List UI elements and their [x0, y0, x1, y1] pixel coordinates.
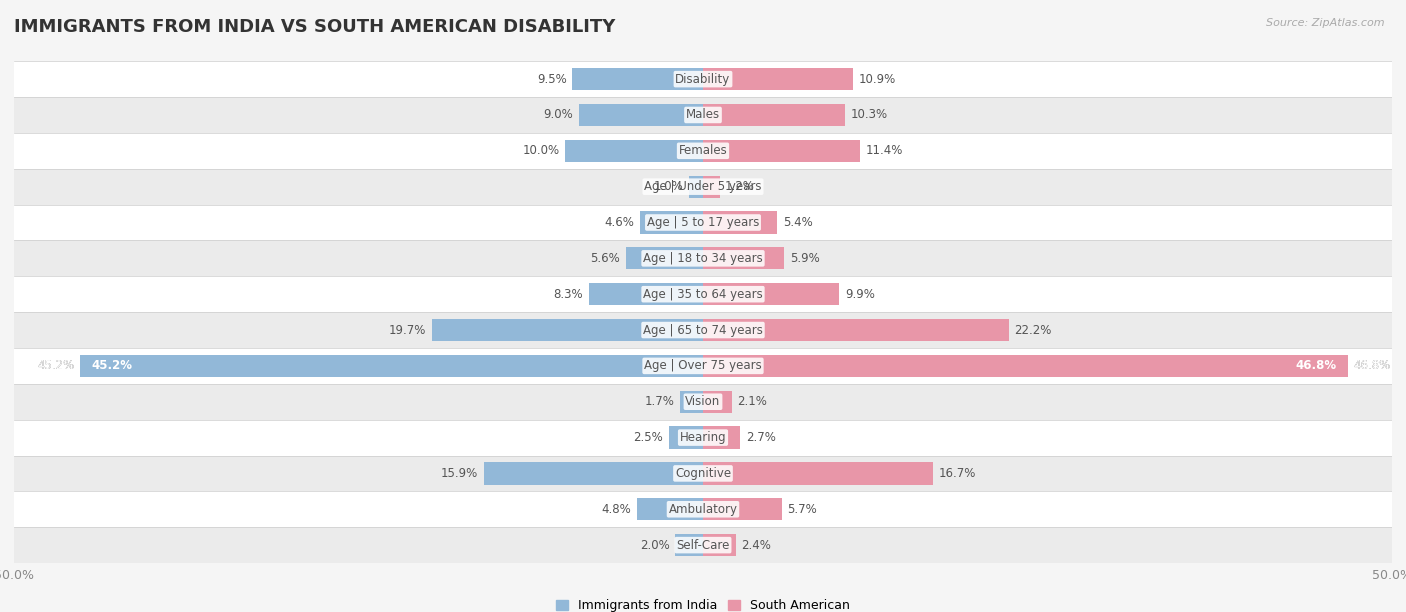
- Text: 16.7%: 16.7%: [939, 467, 976, 480]
- Bar: [675, 534, 703, 556]
- Bar: [703, 534, 737, 556]
- Text: 10.0%: 10.0%: [523, 144, 560, 157]
- Bar: [572, 68, 703, 90]
- Text: IMMIGRANTS FROM INDIA VS SOUTH AMERICAN DISABILITY: IMMIGRANTS FROM INDIA VS SOUTH AMERICAN …: [14, 18, 616, 36]
- Bar: [14, 169, 1392, 204]
- Bar: [637, 498, 703, 520]
- Text: 45.2%: 45.2%: [38, 359, 75, 372]
- Bar: [14, 491, 1392, 527]
- Bar: [669, 427, 703, 449]
- Text: 4.6%: 4.6%: [605, 216, 634, 229]
- Text: 2.1%: 2.1%: [738, 395, 768, 408]
- Text: Cognitive: Cognitive: [675, 467, 731, 480]
- Text: Age | 35 to 64 years: Age | 35 to 64 years: [643, 288, 763, 300]
- Text: Hearing: Hearing: [679, 431, 727, 444]
- Text: 5.9%: 5.9%: [790, 252, 820, 265]
- Bar: [14, 276, 1392, 312]
- Text: 45.2%: 45.2%: [38, 359, 75, 372]
- Bar: [579, 104, 703, 126]
- Text: 46.8%: 46.8%: [1296, 359, 1337, 372]
- Bar: [14, 455, 1392, 491]
- Bar: [640, 211, 703, 234]
- Text: 4.8%: 4.8%: [602, 503, 631, 516]
- Text: 10.9%: 10.9%: [859, 73, 896, 86]
- Text: 8.3%: 8.3%: [554, 288, 583, 300]
- Legend: Immigrants from India, South American: Immigrants from India, South American: [551, 594, 855, 612]
- Text: 9.5%: 9.5%: [537, 73, 567, 86]
- Text: Age | 65 to 74 years: Age | 65 to 74 years: [643, 324, 763, 337]
- Bar: [689, 176, 703, 198]
- Text: 1.7%: 1.7%: [644, 395, 673, 408]
- Bar: [14, 204, 1392, 241]
- Bar: [14, 97, 1392, 133]
- Text: 2.0%: 2.0%: [640, 539, 669, 551]
- Text: Age | 18 to 34 years: Age | 18 to 34 years: [643, 252, 763, 265]
- Bar: [703, 355, 1348, 377]
- Text: Vision: Vision: [685, 395, 721, 408]
- Text: 19.7%: 19.7%: [388, 324, 426, 337]
- Bar: [589, 283, 703, 305]
- Text: Age | Over 75 years: Age | Over 75 years: [644, 359, 762, 372]
- Bar: [703, 498, 782, 520]
- Bar: [14, 527, 1392, 563]
- Text: Ambulatory: Ambulatory: [668, 503, 738, 516]
- Bar: [565, 140, 703, 162]
- Text: Females: Females: [679, 144, 727, 157]
- Bar: [14, 312, 1392, 348]
- Bar: [703, 319, 1010, 341]
- Text: 11.4%: 11.4%: [866, 144, 903, 157]
- Text: 45.2%: 45.2%: [91, 359, 132, 372]
- Text: Self-Care: Self-Care: [676, 539, 730, 551]
- Bar: [14, 384, 1392, 420]
- Text: 5.4%: 5.4%: [783, 216, 813, 229]
- Bar: [14, 348, 1392, 384]
- Text: 5.6%: 5.6%: [591, 252, 620, 265]
- Text: 2.4%: 2.4%: [741, 539, 772, 551]
- Text: 46.8%: 46.8%: [1354, 359, 1391, 372]
- Bar: [703, 176, 720, 198]
- Bar: [80, 355, 703, 377]
- Text: 10.3%: 10.3%: [851, 108, 887, 121]
- Bar: [432, 319, 703, 341]
- Text: 46.8%: 46.8%: [1354, 359, 1391, 372]
- Text: 9.0%: 9.0%: [544, 108, 574, 121]
- Text: 9.9%: 9.9%: [845, 288, 875, 300]
- Text: 1.2%: 1.2%: [725, 180, 755, 193]
- Bar: [14, 241, 1392, 276]
- Bar: [703, 462, 934, 485]
- Bar: [484, 462, 703, 485]
- Bar: [14, 420, 1392, 455]
- Text: Males: Males: [686, 108, 720, 121]
- Bar: [703, 140, 860, 162]
- Text: 5.7%: 5.7%: [787, 503, 817, 516]
- Text: 2.7%: 2.7%: [745, 431, 776, 444]
- Text: 15.9%: 15.9%: [441, 467, 478, 480]
- Bar: [703, 390, 733, 413]
- Bar: [679, 390, 703, 413]
- Text: Source: ZipAtlas.com: Source: ZipAtlas.com: [1267, 18, 1385, 28]
- Bar: [703, 247, 785, 269]
- Bar: [626, 247, 703, 269]
- Bar: [703, 283, 839, 305]
- Bar: [703, 68, 853, 90]
- Text: 22.2%: 22.2%: [1014, 324, 1052, 337]
- Text: Age | Under 5 years: Age | Under 5 years: [644, 180, 762, 193]
- Text: 2.5%: 2.5%: [633, 431, 664, 444]
- Bar: [14, 133, 1392, 169]
- Text: 1.0%: 1.0%: [654, 180, 683, 193]
- Bar: [703, 104, 845, 126]
- Bar: [14, 61, 1392, 97]
- Text: Disability: Disability: [675, 73, 731, 86]
- Bar: [703, 427, 740, 449]
- Text: Age | 5 to 17 years: Age | 5 to 17 years: [647, 216, 759, 229]
- Bar: [703, 211, 778, 234]
